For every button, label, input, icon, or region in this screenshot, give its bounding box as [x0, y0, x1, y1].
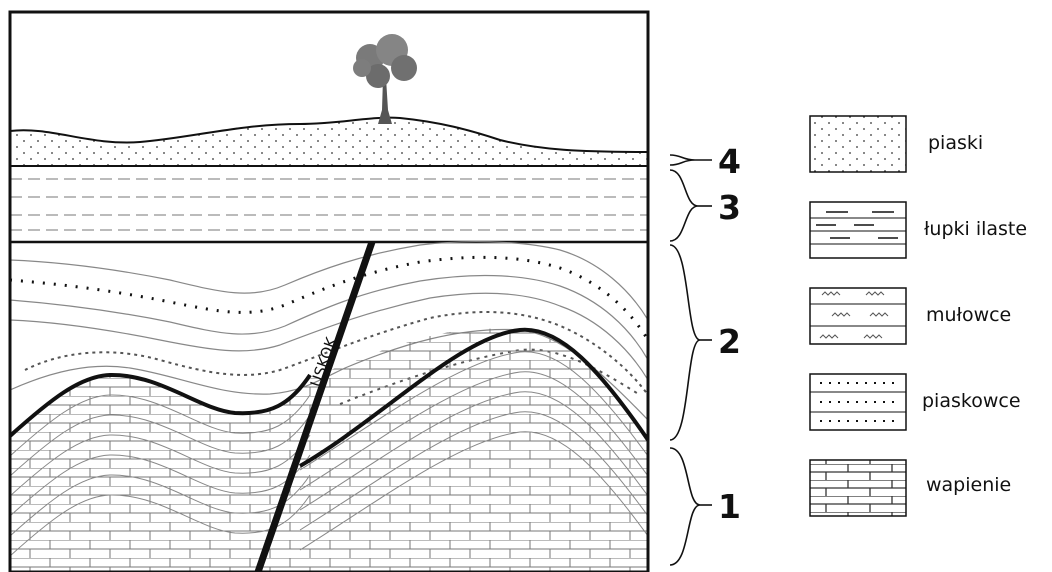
brace-3 [669, 169, 699, 242]
brace-1 [669, 447, 701, 566]
section-contents [10, 34, 648, 572]
layer-number-1: 1 [718, 487, 741, 526]
legend-label-siltstone: mułowce [926, 304, 1012, 326]
legend-label-sandstone: piaskowce [922, 390, 1021, 412]
brace-2 [669, 244, 701, 441]
layer-number-3: 3 [718, 188, 741, 227]
shale-layer [10, 165, 648, 244]
boundary-line-right [299, 327, 648, 468]
tree-icon [353, 34, 417, 124]
legend-swatch-sandstone [809, 373, 907, 431]
legend-swatch-shale [809, 201, 907, 259]
legend-label-sand: piaski [928, 132, 984, 154]
layer-number-4: 4 [718, 142, 741, 181]
legend-label-shale: łupki ilaste [924, 218, 1028, 240]
boundary-line [10, 372, 312, 438]
layer-braces [669, 154, 712, 566]
brace-4 [669, 154, 696, 166]
sand-layer [10, 116, 648, 167]
section-frame [8, 10, 650, 572]
legend-swatch-sand [809, 115, 907, 173]
legend-label-limestone: wapienie [926, 474, 1012, 496]
legend-swatch-siltstone [809, 287, 907, 345]
fault-line [254, 240, 376, 572]
layer-number-2: 2 [718, 322, 741, 361]
legend-swatches [809, 115, 907, 517]
legend-swatch-limestone [809, 459, 907, 517]
